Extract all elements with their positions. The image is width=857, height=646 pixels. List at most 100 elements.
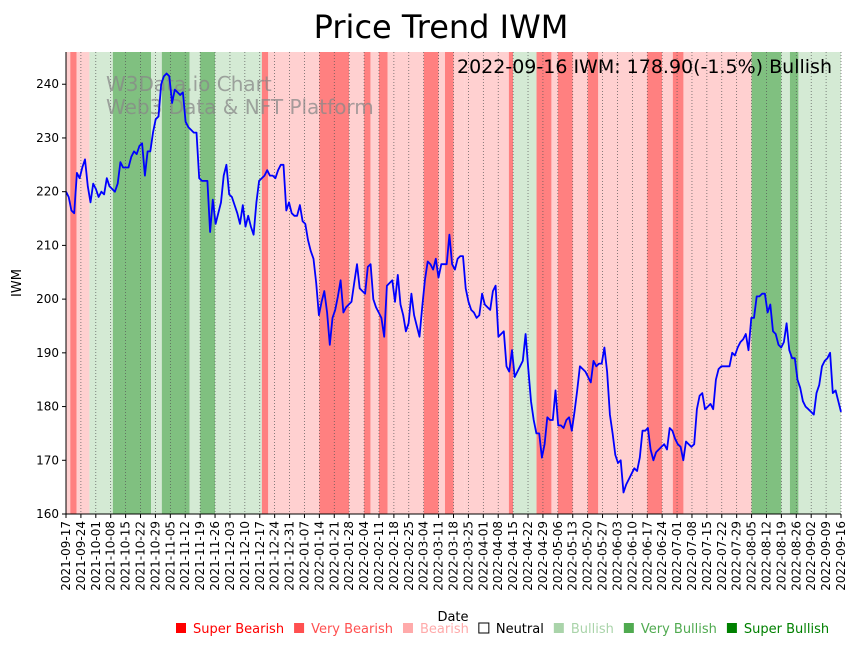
x-tick-label: 2021-12-31 (283, 521, 297, 591)
legend-swatch (553, 623, 564, 633)
regime-band-bearish (551, 52, 558, 514)
regime-band-bearish (464, 52, 509, 514)
x-tick-label: 2022-03-25 (461, 521, 475, 591)
legend-label: Bearish (420, 622, 469, 637)
x-axis-label: Date (437, 610, 468, 625)
regime-band-very-bearish (444, 52, 454, 514)
x-tick-label: 2022-06-24 (655, 521, 669, 591)
legend-label: Super Bullish (744, 622, 829, 637)
x-tick-label: 2022-07-22 (715, 521, 729, 591)
x-tick-label: 2022-06-17 (640, 521, 654, 591)
x-tick-label: 2021-09-17 (59, 521, 73, 591)
x-tick-label: 2022-07-29 (730, 521, 744, 591)
regime-band-very-bearish (647, 52, 663, 514)
regime-band-bearish (76, 52, 90, 514)
regime-band-bullish (89, 52, 113, 514)
x-tick-label: 2022-07-01 (670, 521, 684, 591)
x-tick-label: 2022-03-11 (432, 521, 446, 591)
x-tick-label: 2021-11-19 (193, 521, 207, 591)
y-tick-label: 160 (36, 507, 59, 521)
legend-label: Very Bullish (641, 622, 717, 637)
x-tick-label: 2021-12-17 (253, 521, 267, 591)
x-tick-label: 2022-08-26 (789, 521, 803, 591)
vertical-gridlines (65, 52, 842, 514)
regime-band-bearish (453, 52, 465, 514)
y-tick-label: 180 (36, 400, 59, 414)
x-tick-label: 2022-02-04 (357, 521, 371, 591)
legend-swatch (478, 622, 490, 634)
x-tick-label: 2021-12-10 (238, 521, 252, 591)
x-tick-label: 2022-04-08 (491, 521, 505, 591)
regime-band-bearish (268, 52, 320, 514)
regime-band-bullish (798, 52, 841, 514)
y-tick-label: 200 (36, 292, 59, 306)
y-tick-label: 190 (36, 346, 59, 360)
x-tick-label: 2022-05-06 (551, 521, 565, 591)
y-tick-label: 230 (36, 131, 59, 145)
x-tick-label: 2021-11-26 (208, 521, 222, 591)
x-tick-label: 2021-11-12 (178, 521, 192, 591)
regime-band-bullish (781, 52, 790, 514)
x-tick-label: 2022-06-03 (610, 521, 624, 591)
regime-band-very-bullish (161, 52, 190, 514)
regime-band-bullish (215, 52, 262, 514)
x-tick-label: 2022-06-10 (625, 521, 639, 591)
y-tick-label: 170 (36, 453, 59, 467)
x-tick-label: 2022-03-18 (447, 521, 461, 591)
regime-band-very-bearish (508, 52, 514, 514)
regime-band-bearish (662, 52, 673, 514)
x-tick-label: 2022-02-25 (402, 521, 416, 591)
legend: Super Bearish Very Bearish Bearish Neutral B… (176, 622, 829, 637)
x-tick-label: 2022-02-18 (387, 521, 401, 591)
regime-band-very-bearish (672, 52, 684, 514)
regime-band-bullish (151, 52, 162, 514)
regime-bands (66, 52, 841, 514)
x-tick-label: 2021-10-15 (119, 521, 133, 591)
watermark-line-2: Web3 Data & NFT Platform (106, 95, 374, 119)
x-tick-label: 2022-08-12 (759, 521, 773, 591)
regime-band-very-bearish (364, 52, 371, 514)
x-tick-label: 2022-04-29 (536, 521, 550, 591)
regime-band-bullish (513, 52, 537, 514)
x-tick-label: 2021-10-08 (104, 521, 118, 591)
x-tick-label: 2022-01-28 (342, 521, 356, 591)
y-tick-label: 240 (36, 77, 59, 91)
regime-band-bearish (572, 52, 588, 514)
series-line-iwm (65, 72, 842, 494)
x-tick-label: 2022-04-22 (521, 521, 535, 591)
x-tick-label: 2022-01-14 (312, 521, 326, 591)
x-tick-label: 2022-05-13 (566, 521, 580, 591)
regime-band-bearish (438, 52, 445, 514)
y-ticks: 160 170 180 190 200 210 220 230 240 (36, 77, 66, 521)
y-tick-label: 220 (36, 185, 59, 199)
regime-band-very-bullish (112, 52, 124, 514)
x-tick-label: 2022-09-09 (819, 521, 833, 591)
legend-swatch (176, 623, 186, 633)
regime-band-bearish (349, 52, 365, 514)
legend-swatch (623, 623, 634, 633)
x-tick-label: 2021-12-24 (268, 521, 282, 591)
regime-band-very-bullish (200, 52, 216, 514)
x-tick-label: 2022-01-07 (297, 521, 311, 591)
x-tick-label: 2022-04-15 (506, 521, 520, 591)
regime-band-very-bearish (557, 52, 573, 514)
regime-band-very-bearish (378, 52, 388, 514)
x-tick-label: 2022-05-20 (581, 521, 595, 591)
y-axis-label: IWM (10, 269, 25, 297)
x-tick-label: 2021-10-29 (148, 521, 162, 591)
legend-swatch (402, 623, 413, 633)
regime-band-bullish (189, 52, 201, 514)
x-tick-label: 2022-08-05 (745, 521, 759, 591)
legend-swatch (726, 623, 737, 633)
x-tick-label: 2021-12-03 (223, 521, 237, 591)
regime-band-very-bullish (789, 52, 799, 514)
regime-band-bearish (370, 52, 379, 514)
x-tick-label: 2022-09-02 (804, 521, 818, 591)
regime-band-very-bullish (123, 52, 152, 514)
legend-label: Very Bearish (311, 622, 393, 637)
x-tick-label: 2022-04-01 (476, 521, 490, 591)
legend-label: Neutral (496, 622, 544, 637)
annotation-text: 2022-09-16 IWM: 178.90(-1.5%) Bullish (457, 56, 832, 78)
x-tick-label: 2022-07-08 (685, 521, 699, 591)
